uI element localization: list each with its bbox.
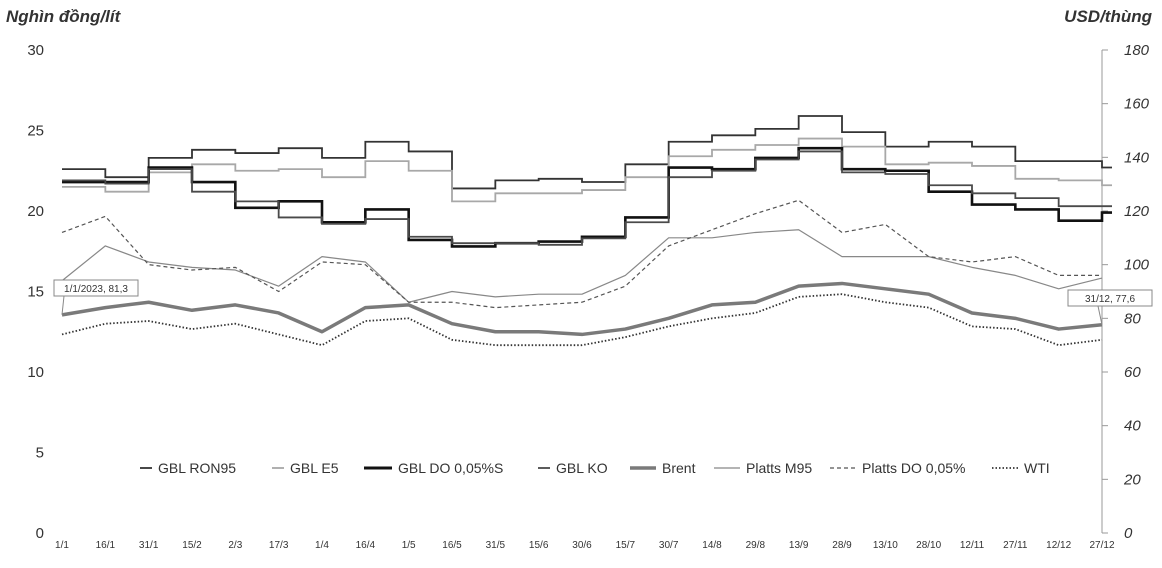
right-tick-label: 180 <box>1124 42 1150 59</box>
left-axis-title: Nghìn đồng/lít <box>6 7 122 26</box>
series-wti <box>61 293 1103 347</box>
right-axis-title: USD/thùng <box>1064 7 1152 26</box>
left-tick-label: 0 <box>36 525 44 542</box>
left-tick-label: 15 <box>27 284 44 301</box>
legend-label-gbl-do-0-05-s: GBL DO 0,05%S <box>398 460 503 476</box>
series-gbl-ko <box>62 150 1112 246</box>
x-tick-label: 12/12 <box>1046 540 1071 551</box>
left-tick-label: 30 <box>27 42 44 59</box>
x-tick-label: 30/7 <box>659 540 679 551</box>
x-tick-label: 1/5 <box>402 540 416 551</box>
right-tick-label: 100 <box>1124 257 1150 274</box>
right-tick-label: 140 <box>1124 149 1150 166</box>
x-tick-label: 14/8 <box>702 540 722 551</box>
x-tick-label: 15/2 <box>182 540 202 551</box>
x-tick-label: 28/10 <box>916 540 941 551</box>
left-tick-label: 20 <box>27 203 44 220</box>
x-tick-label: 16/5 <box>442 540 462 551</box>
x-tick-label: 27/11 <box>1003 540 1028 551</box>
x-tick-label: 13/10 <box>873 540 898 551</box>
right-tick-label: 60 <box>1124 364 1141 381</box>
annotation-leader <box>61 295 65 315</box>
x-tick-label: 17/3 <box>269 540 289 551</box>
series-gbl-e5 <box>62 137 1112 203</box>
x-tick-label: 2/3 <box>228 540 242 551</box>
x-tick-label: 29/8 <box>746 540 766 551</box>
annotation-label: 31/12, 77,6 <box>1085 294 1135 305</box>
x-tick-label: 13/9 <box>789 540 809 551</box>
series-platts-m95 <box>61 229 1103 303</box>
x-tick-label: 15/7 <box>616 540 636 551</box>
x-tick-label: 31/1 <box>139 540 159 551</box>
right-tick-label: 40 <box>1124 418 1141 435</box>
left-tick-label: 25 <box>27 123 44 140</box>
series-brent <box>61 281 1103 337</box>
x-tick-label: 30/6 <box>572 540 592 551</box>
x-tick-label: 28/9 <box>832 540 852 551</box>
legend-label-brent: Brent <box>662 460 696 476</box>
x-tick-label: 1/4 <box>315 540 329 551</box>
axes-group: 0 5 10 15 20 25 30 0 20 40 60 80 100 120 140 160 180 1/1 1… <box>27 42 1149 551</box>
right-tick-label: 120 <box>1124 203 1150 220</box>
x-tick-label: 27/12 <box>1089 540 1114 551</box>
right-tick-label: 80 <box>1124 310 1141 327</box>
left-tick-label: 5 <box>36 445 44 462</box>
legend-label-platts-do-0-05: Platts DO 0,05% <box>862 460 966 476</box>
legend-label-platts-m95: Platts M95 <box>746 460 812 476</box>
right-tick-label: 160 <box>1124 96 1150 113</box>
retail-price-series-group <box>62 115 1112 248</box>
left-tick-label: 10 <box>27 364 44 381</box>
annotation-box <box>1067 289 1153 307</box>
series-platts-do-0-05 <box>61 199 1102 309</box>
legend-label-gbl-e5: GBL E5 <box>290 460 339 476</box>
series-gbl-ron95 <box>62 115 1112 190</box>
x-tick-label: 16/4 <box>356 540 376 551</box>
world-price-series-group <box>61 199 1103 347</box>
legend-label-gbl-ko: GBL KO <box>556 460 608 476</box>
x-tick-label: 1/1 <box>55 540 69 551</box>
annotations-group: 1/1/2023, 81,3 31/12, 77,6 <box>53 279 1153 325</box>
x-tick-label: 15/6 <box>529 540 549 551</box>
x-tick-label: 12/11 <box>960 540 985 551</box>
legend-label-wti: WTI <box>1024 460 1050 476</box>
legend-label-gbl-ron95: GBL RON95 <box>158 460 236 476</box>
x-tick-label: 31/5 <box>486 540 506 551</box>
annotation-box <box>53 279 139 297</box>
annotation-leader <box>1097 305 1103 325</box>
annotation-label: 1/1/2023, 81,3 <box>64 284 128 295</box>
right-tick-label: 0 <box>1124 525 1133 542</box>
right-tick-label: 20 <box>1123 471 1141 488</box>
x-tick-label: 16/1 <box>96 540 116 551</box>
legend: GBL RON95 GBL E5 GBL DO 0,05%S GBL KO Brent P… <box>140 460 1050 476</box>
